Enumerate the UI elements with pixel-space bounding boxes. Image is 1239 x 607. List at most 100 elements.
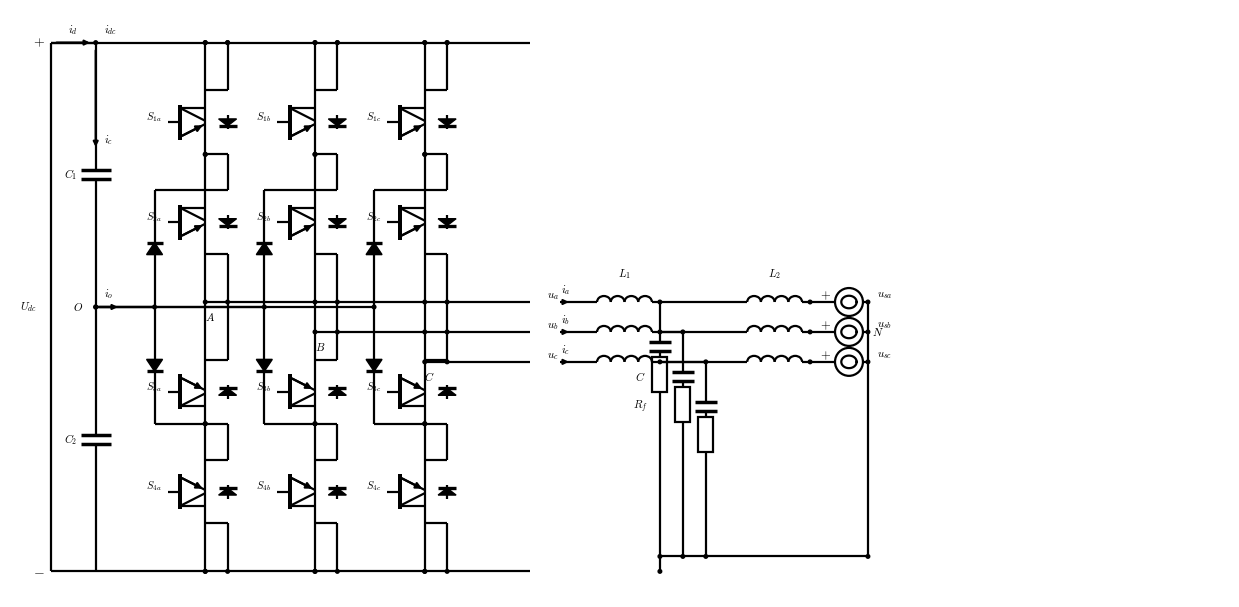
Circle shape bbox=[94, 305, 98, 309]
Polygon shape bbox=[328, 219, 347, 226]
Circle shape bbox=[336, 41, 339, 44]
Polygon shape bbox=[218, 219, 237, 226]
Circle shape bbox=[422, 152, 426, 156]
Polygon shape bbox=[146, 243, 162, 254]
Circle shape bbox=[225, 300, 229, 304]
Text: $S_{3a}$: $S_{3a}$ bbox=[146, 380, 161, 394]
Text: $C$: $C$ bbox=[634, 370, 646, 384]
Bar bbox=[699, 417, 714, 452]
Text: $S_{1a}$: $S_{1a}$ bbox=[146, 110, 161, 124]
Circle shape bbox=[336, 330, 339, 334]
Circle shape bbox=[445, 330, 449, 334]
Bar bbox=[675, 387, 690, 422]
Text: $S_{2a}$: $S_{2a}$ bbox=[146, 210, 161, 224]
Circle shape bbox=[658, 569, 662, 573]
Polygon shape bbox=[328, 388, 347, 395]
Bar bbox=[653, 357, 668, 392]
Circle shape bbox=[203, 300, 207, 304]
Text: $u_{sc}$: $u_{sc}$ bbox=[877, 350, 892, 361]
Text: $i_b$: $i_b$ bbox=[561, 313, 570, 327]
Circle shape bbox=[866, 300, 870, 304]
Text: $u_a$: $u_a$ bbox=[546, 291, 559, 302]
Text: $+$: $+$ bbox=[819, 290, 830, 302]
Circle shape bbox=[203, 569, 207, 573]
Text: $i_c$: $i_c$ bbox=[104, 133, 113, 147]
Text: $B$: $B$ bbox=[315, 341, 325, 353]
Text: $i_a$: $i_a$ bbox=[561, 283, 570, 297]
Text: $C_1$: $C_1$ bbox=[64, 168, 77, 182]
Circle shape bbox=[866, 330, 870, 334]
Circle shape bbox=[336, 300, 339, 304]
Text: $C_2$: $C_2$ bbox=[64, 432, 78, 447]
Text: $R_f$: $R_f$ bbox=[633, 399, 647, 415]
Text: $L_2$: $L_2$ bbox=[768, 267, 781, 281]
Text: $u_b$: $u_b$ bbox=[546, 322, 559, 333]
Circle shape bbox=[422, 41, 426, 44]
Circle shape bbox=[313, 152, 317, 156]
Circle shape bbox=[313, 569, 317, 573]
Polygon shape bbox=[328, 488, 347, 495]
Circle shape bbox=[422, 41, 426, 44]
Text: $i_c$: $i_c$ bbox=[561, 343, 570, 357]
Text: $U_{dc}$: $U_{dc}$ bbox=[20, 300, 37, 314]
Text: $S_{4a}$: $S_{4a}$ bbox=[146, 480, 161, 493]
Text: $+$: $+$ bbox=[33, 36, 45, 50]
Circle shape bbox=[422, 569, 426, 573]
Text: $u_c$: $u_c$ bbox=[546, 351, 559, 362]
Circle shape bbox=[203, 569, 207, 573]
Circle shape bbox=[203, 422, 207, 426]
Text: $S_{3b}$: $S_{3b}$ bbox=[255, 380, 271, 394]
Circle shape bbox=[152, 305, 156, 309]
Circle shape bbox=[336, 569, 339, 573]
Circle shape bbox=[203, 422, 207, 426]
Circle shape bbox=[866, 360, 870, 364]
Circle shape bbox=[94, 41, 98, 44]
Text: $i_{dc}$: $i_{dc}$ bbox=[104, 22, 118, 36]
Text: $A$: $A$ bbox=[206, 311, 216, 323]
Circle shape bbox=[203, 41, 207, 44]
Text: $-$: $-$ bbox=[33, 565, 45, 578]
Text: $i_o$: $i_o$ bbox=[104, 287, 114, 301]
Polygon shape bbox=[218, 388, 237, 395]
Text: $O$: $O$ bbox=[73, 301, 83, 313]
Circle shape bbox=[445, 360, 449, 364]
Circle shape bbox=[313, 422, 317, 426]
Polygon shape bbox=[366, 243, 382, 254]
Circle shape bbox=[681, 555, 685, 558]
Circle shape bbox=[658, 300, 662, 304]
Circle shape bbox=[445, 41, 449, 44]
Polygon shape bbox=[366, 359, 382, 371]
Polygon shape bbox=[328, 119, 347, 126]
Polygon shape bbox=[218, 119, 237, 126]
Circle shape bbox=[263, 305, 266, 309]
Circle shape bbox=[313, 422, 317, 426]
Text: $i_d$: $i_d$ bbox=[68, 22, 78, 36]
Circle shape bbox=[445, 41, 449, 44]
Circle shape bbox=[808, 330, 812, 334]
Circle shape bbox=[422, 422, 426, 426]
Polygon shape bbox=[439, 219, 456, 226]
Circle shape bbox=[658, 555, 662, 558]
Circle shape bbox=[422, 569, 426, 573]
Text: $S_{2c}$: $S_{2c}$ bbox=[366, 210, 380, 224]
Circle shape bbox=[313, 152, 317, 156]
Circle shape bbox=[313, 300, 317, 304]
Polygon shape bbox=[439, 488, 456, 495]
Text: $S_{1c}$: $S_{1c}$ bbox=[366, 110, 380, 124]
Circle shape bbox=[313, 330, 317, 334]
Text: $L_1$: $L_1$ bbox=[618, 267, 631, 281]
Circle shape bbox=[422, 300, 426, 304]
Circle shape bbox=[445, 300, 449, 304]
Circle shape bbox=[422, 152, 426, 156]
Circle shape bbox=[445, 569, 449, 573]
Circle shape bbox=[422, 330, 426, 334]
Circle shape bbox=[313, 41, 317, 44]
Text: $u_{sa}$: $u_{sa}$ bbox=[877, 291, 893, 302]
Circle shape bbox=[203, 41, 207, 44]
Circle shape bbox=[203, 152, 207, 156]
Circle shape bbox=[808, 360, 812, 364]
Circle shape bbox=[808, 300, 812, 304]
Circle shape bbox=[658, 330, 662, 334]
Text: $C$: $C$ bbox=[425, 370, 435, 384]
Polygon shape bbox=[256, 243, 273, 254]
